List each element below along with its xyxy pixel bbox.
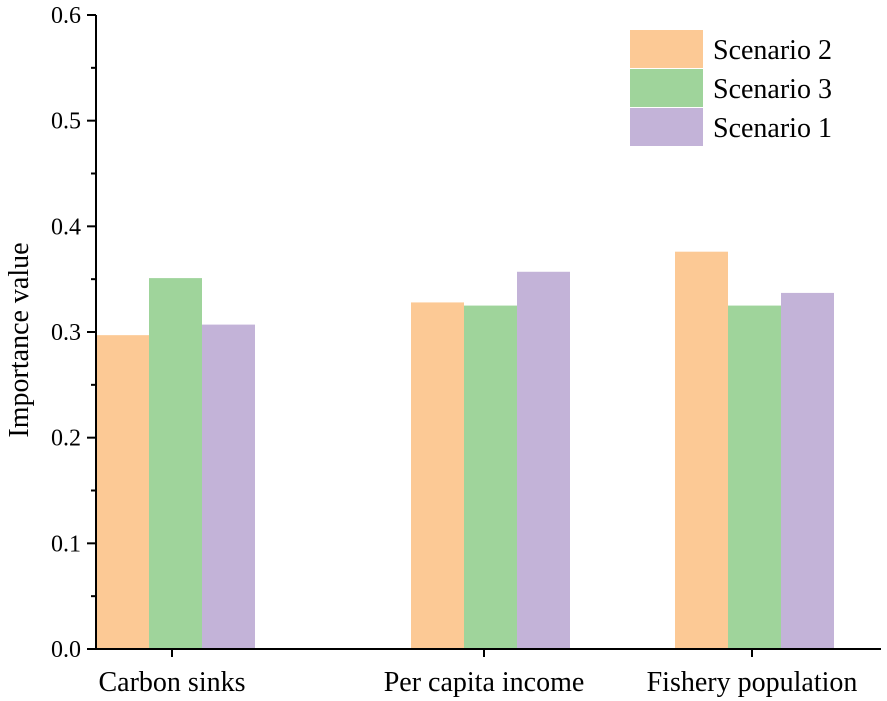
bar-scenario-1-carbon-sinks (202, 324, 255, 649)
bars-layer (96, 251, 834, 649)
x-tick-label-carbon-sinks: Carbon sinks (99, 667, 246, 698)
bar-scenario-3-carbon-sinks (149, 278, 202, 649)
bar-scenario-3-per-capita-income (464, 305, 517, 649)
y-tick-label: 0.3 (51, 320, 81, 346)
axes-layer: 0.0 0.1 0.2 0.3 0.4 0.5 0.6 Carbon sinks Per cap… (51, 3, 881, 698)
legend-swatch-scenario-3 (630, 69, 703, 107)
y-tick-label: 0.5 (51, 109, 81, 135)
legend-label-scenario-2: Scenario 2 (713, 35, 832, 66)
bar-scenario-1-per-capita-income (517, 271, 570, 649)
bar-scenario-1-fishery-population (781, 292, 834, 649)
x-tick-label-per-capita-income: Per capita income (384, 667, 585, 698)
bar-scenario-2-carbon-sinks (96, 335, 149, 649)
legend-swatch-scenario-2 (630, 30, 703, 68)
bar-scenario-3-fishery-population (728, 305, 781, 649)
y-axis-title: Importance value (4, 242, 35, 437)
legend-label-scenario-1: Scenario 1 (713, 113, 832, 144)
y-tick-label: 0.1 (51, 531, 81, 557)
x-tick-label-fishery-population: Fishery population (647, 667, 858, 698)
y-tick-label: 0.4 (51, 214, 81, 240)
bar-scenario-2-per-capita-income (411, 302, 464, 649)
legend-label-scenario-3: Scenario 3 (713, 74, 832, 105)
y-tick-label: 0.6 (51, 3, 81, 29)
legend-swatch-scenario-1 (630, 108, 703, 146)
y-tick-label: 0.0 (51, 637, 81, 663)
legend: Scenario 2 Scenario 3 Scenario 1 (630, 30, 832, 146)
bar-scenario-2-fishery-population (675, 251, 728, 649)
y-tick-label: 0.2 (51, 426, 81, 452)
